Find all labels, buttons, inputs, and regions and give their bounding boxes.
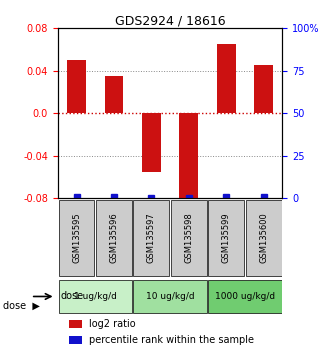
Text: dose: dose: [60, 291, 83, 302]
Text: GSM135598: GSM135598: [184, 213, 193, 263]
Text: GSM135597: GSM135597: [147, 213, 156, 263]
Text: 1 ug/kg/d: 1 ug/kg/d: [74, 292, 117, 301]
Bar: [179, 113, 198, 204]
FancyBboxPatch shape: [58, 200, 94, 276]
Text: GSM135596: GSM135596: [109, 213, 118, 263]
Text: GSM135599: GSM135599: [222, 213, 231, 263]
Bar: [67, 60, 86, 113]
Text: 1000 ug/kg/d: 1000 ug/kg/d: [215, 292, 275, 301]
FancyBboxPatch shape: [208, 200, 244, 276]
Bar: [217, 44, 236, 113]
Text: log2 ratio: log2 ratio: [89, 319, 136, 329]
FancyBboxPatch shape: [58, 280, 132, 313]
Bar: [254, 65, 273, 113]
Text: 10 ug/kg/d: 10 ug/kg/d: [146, 292, 195, 301]
FancyBboxPatch shape: [246, 200, 282, 276]
Bar: [142, 113, 161, 172]
FancyBboxPatch shape: [171, 200, 207, 276]
FancyBboxPatch shape: [208, 280, 282, 313]
Title: GDS2924 / 18616: GDS2924 / 18616: [115, 14, 225, 27]
Bar: [105, 76, 123, 113]
FancyBboxPatch shape: [96, 200, 132, 276]
Bar: [69, 320, 82, 328]
Text: percentile rank within the sample: percentile rank within the sample: [89, 335, 254, 345]
FancyBboxPatch shape: [134, 280, 207, 313]
Text: GSM135600: GSM135600: [259, 213, 268, 263]
Bar: [69, 336, 82, 344]
FancyBboxPatch shape: [134, 200, 169, 276]
Text: dose  ▶: dose ▶: [3, 301, 40, 311]
Text: GSM135595: GSM135595: [72, 213, 81, 263]
